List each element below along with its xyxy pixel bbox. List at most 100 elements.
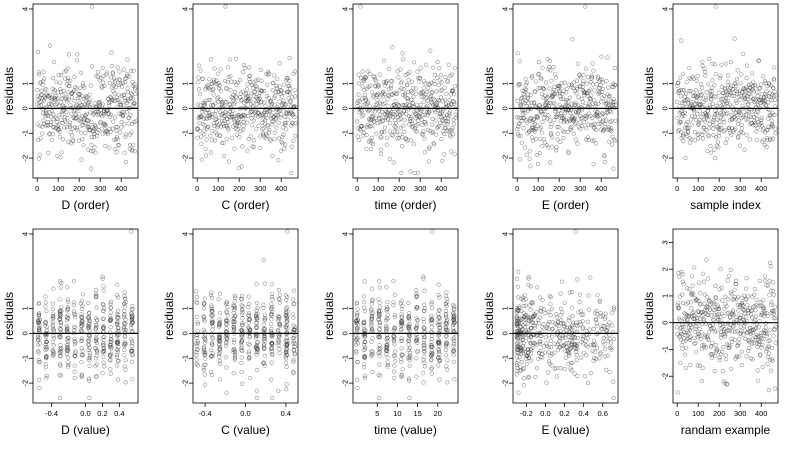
data-point [369, 314, 374, 319]
data-point [754, 112, 759, 117]
data-point [292, 351, 297, 356]
data-point [727, 344, 732, 349]
data-point [739, 115, 744, 121]
data-point [700, 136, 706, 141]
data-point [261, 302, 266, 307]
data-point [74, 125, 79, 131]
data-point [713, 295, 719, 300]
data-point [443, 115, 448, 121]
data-point [558, 366, 563, 371]
data-point [749, 308, 754, 313]
data-point [432, 98, 437, 103]
data-point [115, 282, 120, 287]
data-point [263, 136, 268, 141]
data-point [547, 293, 552, 299]
data-point [749, 315, 755, 320]
data-point [118, 82, 123, 87]
data-point [384, 346, 389, 351]
data-point [393, 124, 398, 130]
data-point [289, 170, 294, 176]
data-point [88, 83, 93, 88]
data-point [699, 114, 704, 119]
data-point [703, 95, 708, 100]
data-point [611, 336, 617, 342]
data-point [377, 115, 382, 120]
data-point [86, 356, 91, 361]
data-point [369, 324, 374, 329]
data-point [131, 101, 137, 106]
data-point [108, 330, 113, 335]
data-point [723, 141, 728, 146]
data-point [221, 121, 226, 126]
data-point [712, 369, 717, 374]
data-point [684, 317, 690, 323]
data-point [55, 116, 60, 121]
data-point [722, 334, 727, 339]
data-point [726, 125, 732, 130]
y-tick-label: 4 [341, 7, 350, 11]
data-point [51, 326, 56, 332]
data-point [359, 96, 365, 101]
data-point [262, 363, 267, 368]
data-point [744, 63, 749, 68]
data-point [361, 294, 367, 299]
data-point [696, 313, 701, 318]
data-point [363, 75, 368, 80]
data-point [414, 327, 419, 332]
x-axis-label: C (value) [221, 423, 270, 437]
data-point [694, 78, 699, 83]
data-point [291, 369, 296, 374]
data-point [399, 346, 404, 351]
data-point [595, 113, 600, 118]
data-point [451, 88, 456, 93]
data-point [520, 111, 526, 116]
data-point [283, 313, 288, 318]
data-point [700, 271, 706, 276]
data-point [257, 93, 262, 99]
data-point [43, 362, 48, 367]
data-point [256, 77, 261, 82]
data-point [217, 133, 222, 138]
data-point [755, 102, 761, 108]
data-point [242, 113, 248, 118]
data-point [526, 96, 531, 101]
data-point [86, 315, 91, 320]
data-point [362, 320, 367, 325]
data-point [743, 297, 748, 302]
data-point [50, 339, 56, 344]
data-point [57, 297, 62, 302]
data-point [451, 311, 456, 316]
data-point [554, 315, 559, 320]
data-point [407, 345, 412, 350]
data-point [582, 103, 587, 109]
data-point [119, 84, 125, 89]
data-point [546, 113, 551, 118]
data-point [201, 128, 207, 133]
data-point [414, 338, 419, 343]
data-point [395, 136, 400, 141]
data-point [749, 71, 755, 76]
data-point [203, 153, 209, 158]
data-point [757, 86, 762, 91]
data-point [385, 362, 390, 368]
data-point [133, 119, 138, 124]
data-point [560, 310, 565, 315]
data-point [687, 140, 692, 145]
data-point [272, 130, 277, 135]
data-point [51, 349, 56, 355]
data-point [680, 279, 686, 284]
data-point [443, 343, 448, 348]
data-point [119, 125, 124, 130]
data-point [593, 311, 598, 316]
data-point [254, 395, 259, 401]
data-point [131, 103, 136, 108]
data-point [364, 133, 369, 138]
data-point [583, 66, 588, 71]
data-point [216, 324, 222, 329]
data-point [392, 369, 397, 374]
data-point [392, 90, 397, 95]
data-point [731, 312, 736, 317]
